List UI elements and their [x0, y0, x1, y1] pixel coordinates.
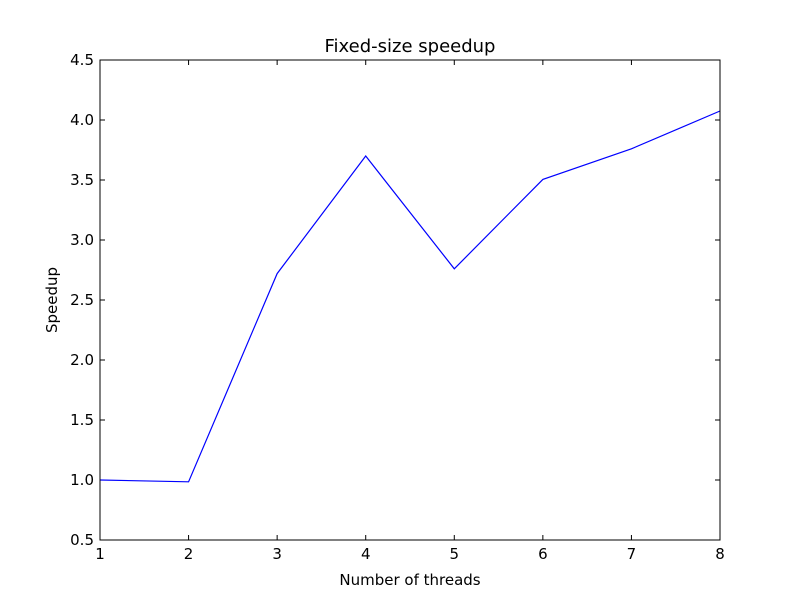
y-tick-label: 1.0 [70, 471, 94, 489]
y-tick-label: 2.5 [70, 291, 94, 309]
plot-frame [99, 59, 721, 541]
x-axis-title: Number of threads [339, 571, 480, 589]
x-tick-label: 8 [715, 545, 725, 563]
y-axis-title: Speedup [43, 267, 61, 333]
y-tick-label: 0.5 [70, 531, 94, 549]
x-tick-label: 2 [184, 545, 194, 563]
y-tick-label: 3.5 [70, 171, 94, 189]
y-tick-label: 3.0 [70, 231, 94, 249]
y-tick-label: 2.0 [70, 351, 94, 369]
tick-labels: 1 2 3 4 5 6 7 8 0.5 1.0 1.5 2.0 2.5 3.0 3.5 4.0 4.5 [70, 51, 725, 563]
x-tick-label: 3 [272, 545, 282, 563]
chart-title: Fixed-size speedup [325, 36, 496, 57]
x-tick-label: 6 [538, 545, 548, 563]
y-tick-label: 4.5 [70, 51, 94, 69]
series-group [99, 110, 721, 483]
x-tick-label: 5 [450, 545, 460, 563]
y-tick-label: 1.5 [70, 411, 94, 429]
speedup-series-line [99, 110, 721, 483]
x-tick-label: 4 [361, 545, 371, 563]
x-tick-label: 1 [95, 545, 105, 563]
axis-ticks [99, 59, 721, 541]
y-tick-label: 4.0 [70, 111, 94, 129]
x-tick-label: 7 [627, 545, 637, 563]
